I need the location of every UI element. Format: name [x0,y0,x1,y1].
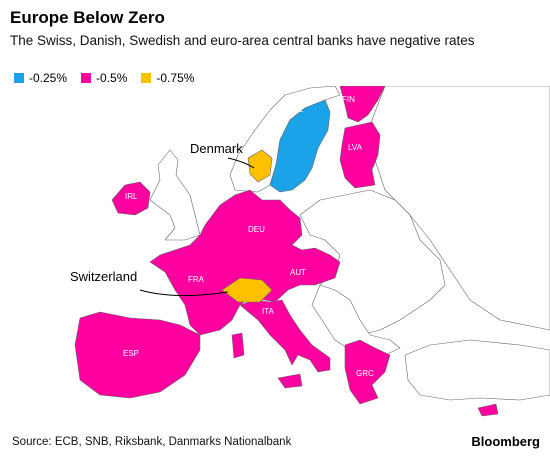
finland-shape [339,86,386,123]
sicily-shape [277,373,303,389]
callout-denmark: Denmark [190,141,243,156]
switzerland-callout-arrow [139,289,229,297]
legend-label-magenta: -0.5% [96,71,128,85]
code-irl: IRL [125,192,138,201]
legend-item-magenta: -0.5% [81,71,127,85]
ireland-shape [111,181,151,216]
switzerland-shape [221,277,273,303]
code-ita: ITA [262,307,275,316]
baltics-shape [339,121,381,189]
source-note: Source: ECB, SNB, Riksbank, Danmarks Nat… [12,436,292,448]
balkans-shape [311,284,401,356]
brand-logo: Bloomberg [471,434,540,449]
europe-map: SWE FIN LVA IRL DEU FRA AUT ITA ESP GRC [74,86,550,417]
code-grc: GRC [356,369,374,378]
sweden-shape [269,99,331,193]
legend-swatch-yellow [141,73,152,83]
legend-label-blue: -0.25% [29,71,68,85]
legend-swatch-magenta [81,73,92,83]
denmark-callout-arrow [227,157,255,169]
code-swe: SWE [285,105,303,114]
code-deu: DEU [248,225,265,234]
code-fin: FIN [342,95,355,104]
legend-swatch-blue [14,73,24,83]
code-aut: AUT [290,268,306,277]
cyprus-shape [477,403,499,417]
code-fra: FRA [188,275,205,284]
denmark-shape [247,149,273,183]
greece-shape [344,339,391,405]
core-euro-shape [149,189,341,336]
chart-subtitle: The Swiss, Danish, Swedish and euro-area… [10,33,475,48]
legend-item-yellow: -0.75% [141,71,194,85]
italy-shape [239,299,331,373]
legend-label-yellow: -0.75% [156,71,195,85]
chart-title: Europe Below Zero [10,8,165,27]
code-esp: ESP [123,349,139,358]
code-lva: LVA [348,143,363,152]
legend: -0.25% -0.5% -0.75% [14,71,194,85]
sardinia-shape [231,332,245,359]
iberia-shape [74,311,201,399]
uk-shape [149,149,201,241]
turkey-shape [404,339,550,401]
callout-switzerland: Switzerland [70,269,138,284]
legend-item-blue: -0.25% [14,71,67,85]
